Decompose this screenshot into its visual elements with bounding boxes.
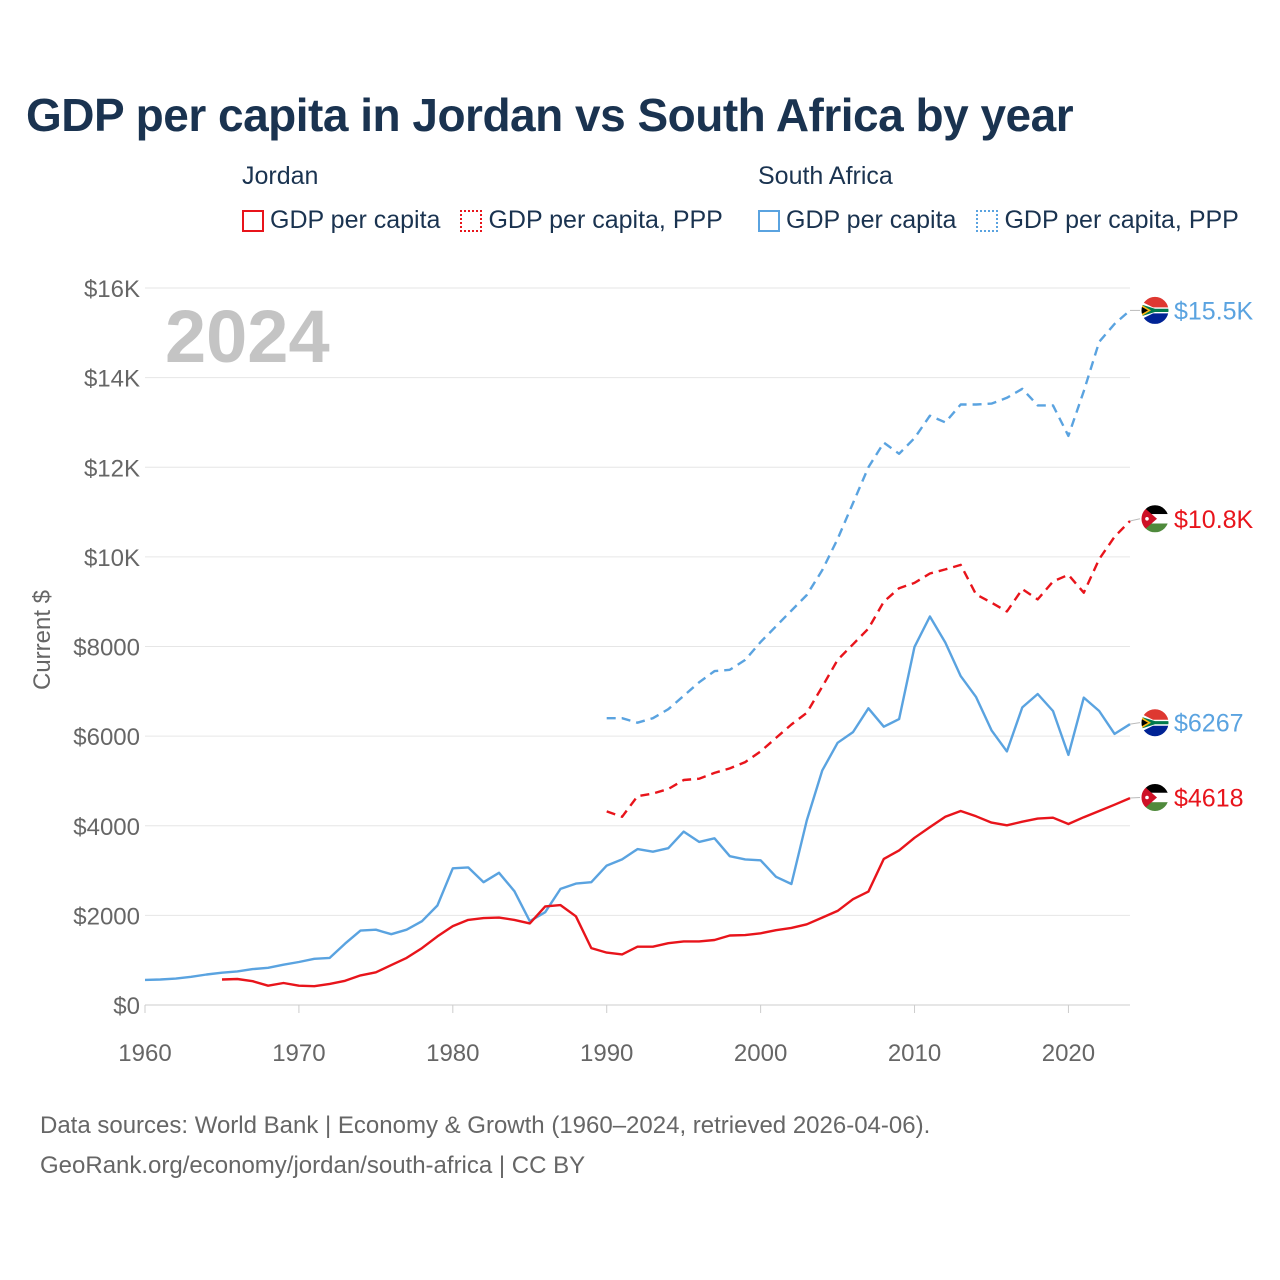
legend-swatch-dotted bbox=[976, 209, 999, 232]
x-tick-label: 2010 bbox=[888, 1040, 941, 1067]
footer: Data sources: World Bank | Economy & Gro… bbox=[40, 1106, 930, 1186]
legend-swatch-solid bbox=[758, 209, 780, 232]
y-tick-label: $10K bbox=[84, 545, 140, 572]
chart-title: GDP per capita in Jordan vs South Africa… bbox=[26, 89, 1074, 141]
series-line-south_africa-dashed[interactable] bbox=[606, 309, 1131, 724]
y-tick-label: $8000 bbox=[73, 635, 140, 662]
end-value-label: $15.5K bbox=[1174, 297, 1254, 325]
y-tick-label: $2000 bbox=[73, 903, 140, 930]
legend-label: GDP per capita bbox=[786, 206, 957, 234]
y-tick-label: $14K bbox=[84, 366, 140, 393]
x-tick-label: 2000 bbox=[734, 1040, 787, 1067]
footer-link[interactable]: GeoRank.org/economy/jordan/south-africa … bbox=[40, 1152, 586, 1179]
end-value-label: $10.8K bbox=[1174, 506, 1254, 534]
y-tick-label: $12K bbox=[84, 455, 140, 482]
end-value-label: $4618 bbox=[1174, 785, 1244, 813]
y-axis-label: Current $ bbox=[29, 590, 56, 690]
series-layer bbox=[144, 309, 1131, 988]
jordan-flag-icon bbox=[1140, 783, 1170, 812]
series-line-jordan-solid[interactable] bbox=[221, 796, 1131, 988]
y-tick-label: $4000 bbox=[73, 814, 140, 841]
legend-label: GDP per capita, PPP bbox=[488, 206, 723, 234]
y-tick-label: $0 bbox=[113, 993, 140, 1020]
x-tick-label: 1980 bbox=[426, 1040, 479, 1067]
legend-south-africa-ppp[interactable]: GDP per capita, PPP bbox=[976, 206, 1239, 235]
x-tick-label: 1990 bbox=[580, 1040, 633, 1067]
year-watermark: 2024 bbox=[165, 295, 330, 378]
south-africa-flag-icon bbox=[1140, 295, 1170, 325]
grid-layer bbox=[145, 287, 1130, 1006]
legend-label: GDP per capita bbox=[270, 206, 441, 234]
end-connector bbox=[1129, 722, 1141, 725]
legend-jordan-name: Jordan bbox=[242, 162, 319, 190]
jordan-flag-icon bbox=[1140, 504, 1170, 534]
end-connector bbox=[1129, 797, 1141, 799]
legend-jordan-gdp[interactable]: GDP per capita bbox=[242, 206, 440, 235]
axis-layer: $0 $2000 $4000 $6000 $8000 $10K $12K $14K $16K 19… bbox=[73, 276, 1130, 1067]
end-value-label: $6267 bbox=[1174, 710, 1244, 738]
legend-south-africa-name: South Africa bbox=[758, 162, 893, 190]
series-line-south_africa-solid[interactable] bbox=[144, 615, 1131, 982]
legend-south-africa-gdp[interactable]: GDP per capita bbox=[758, 206, 956, 235]
legend-south-africa: South Africa GDP per capita GDP per capi… bbox=[758, 162, 1239, 234]
legend-jordan-row: GDP per capita GDP per capita, PPP bbox=[242, 206, 743, 235]
x-tick-label: 2020 bbox=[1042, 1040, 1095, 1067]
legend-jordan-ppp[interactable]: GDP per capita, PPP bbox=[460, 206, 723, 235]
legend-south-africa-row: GDP per capita GDP per capita, PPP bbox=[758, 206, 1259, 235]
y-tick-label: $6000 bbox=[73, 724, 140, 751]
end-label-layer: $15.5K $10.8K $6267 $4618 bbox=[1129, 295, 1254, 813]
y-tick-label: $16K bbox=[84, 276, 140, 303]
end-connector bbox=[1129, 518, 1141, 522]
series-line-jordan-dashed[interactable] bbox=[606, 520, 1131, 818]
legend-jordan: Jordan GDP per capita GDP per capita, PP… bbox=[242, 162, 723, 234]
legend-swatch-dotted bbox=[460, 209, 483, 232]
x-tick-label: 1970 bbox=[272, 1040, 325, 1067]
south-africa-flag-icon bbox=[1140, 708, 1170, 738]
legend-label: GDP per capita, PPP bbox=[1004, 206, 1239, 234]
x-tick-label: 1960 bbox=[118, 1040, 171, 1067]
legend-swatch-solid bbox=[242, 209, 264, 232]
footer-sources: Data sources: World Bank | Economy & Gro… bbox=[40, 1112, 931, 1139]
